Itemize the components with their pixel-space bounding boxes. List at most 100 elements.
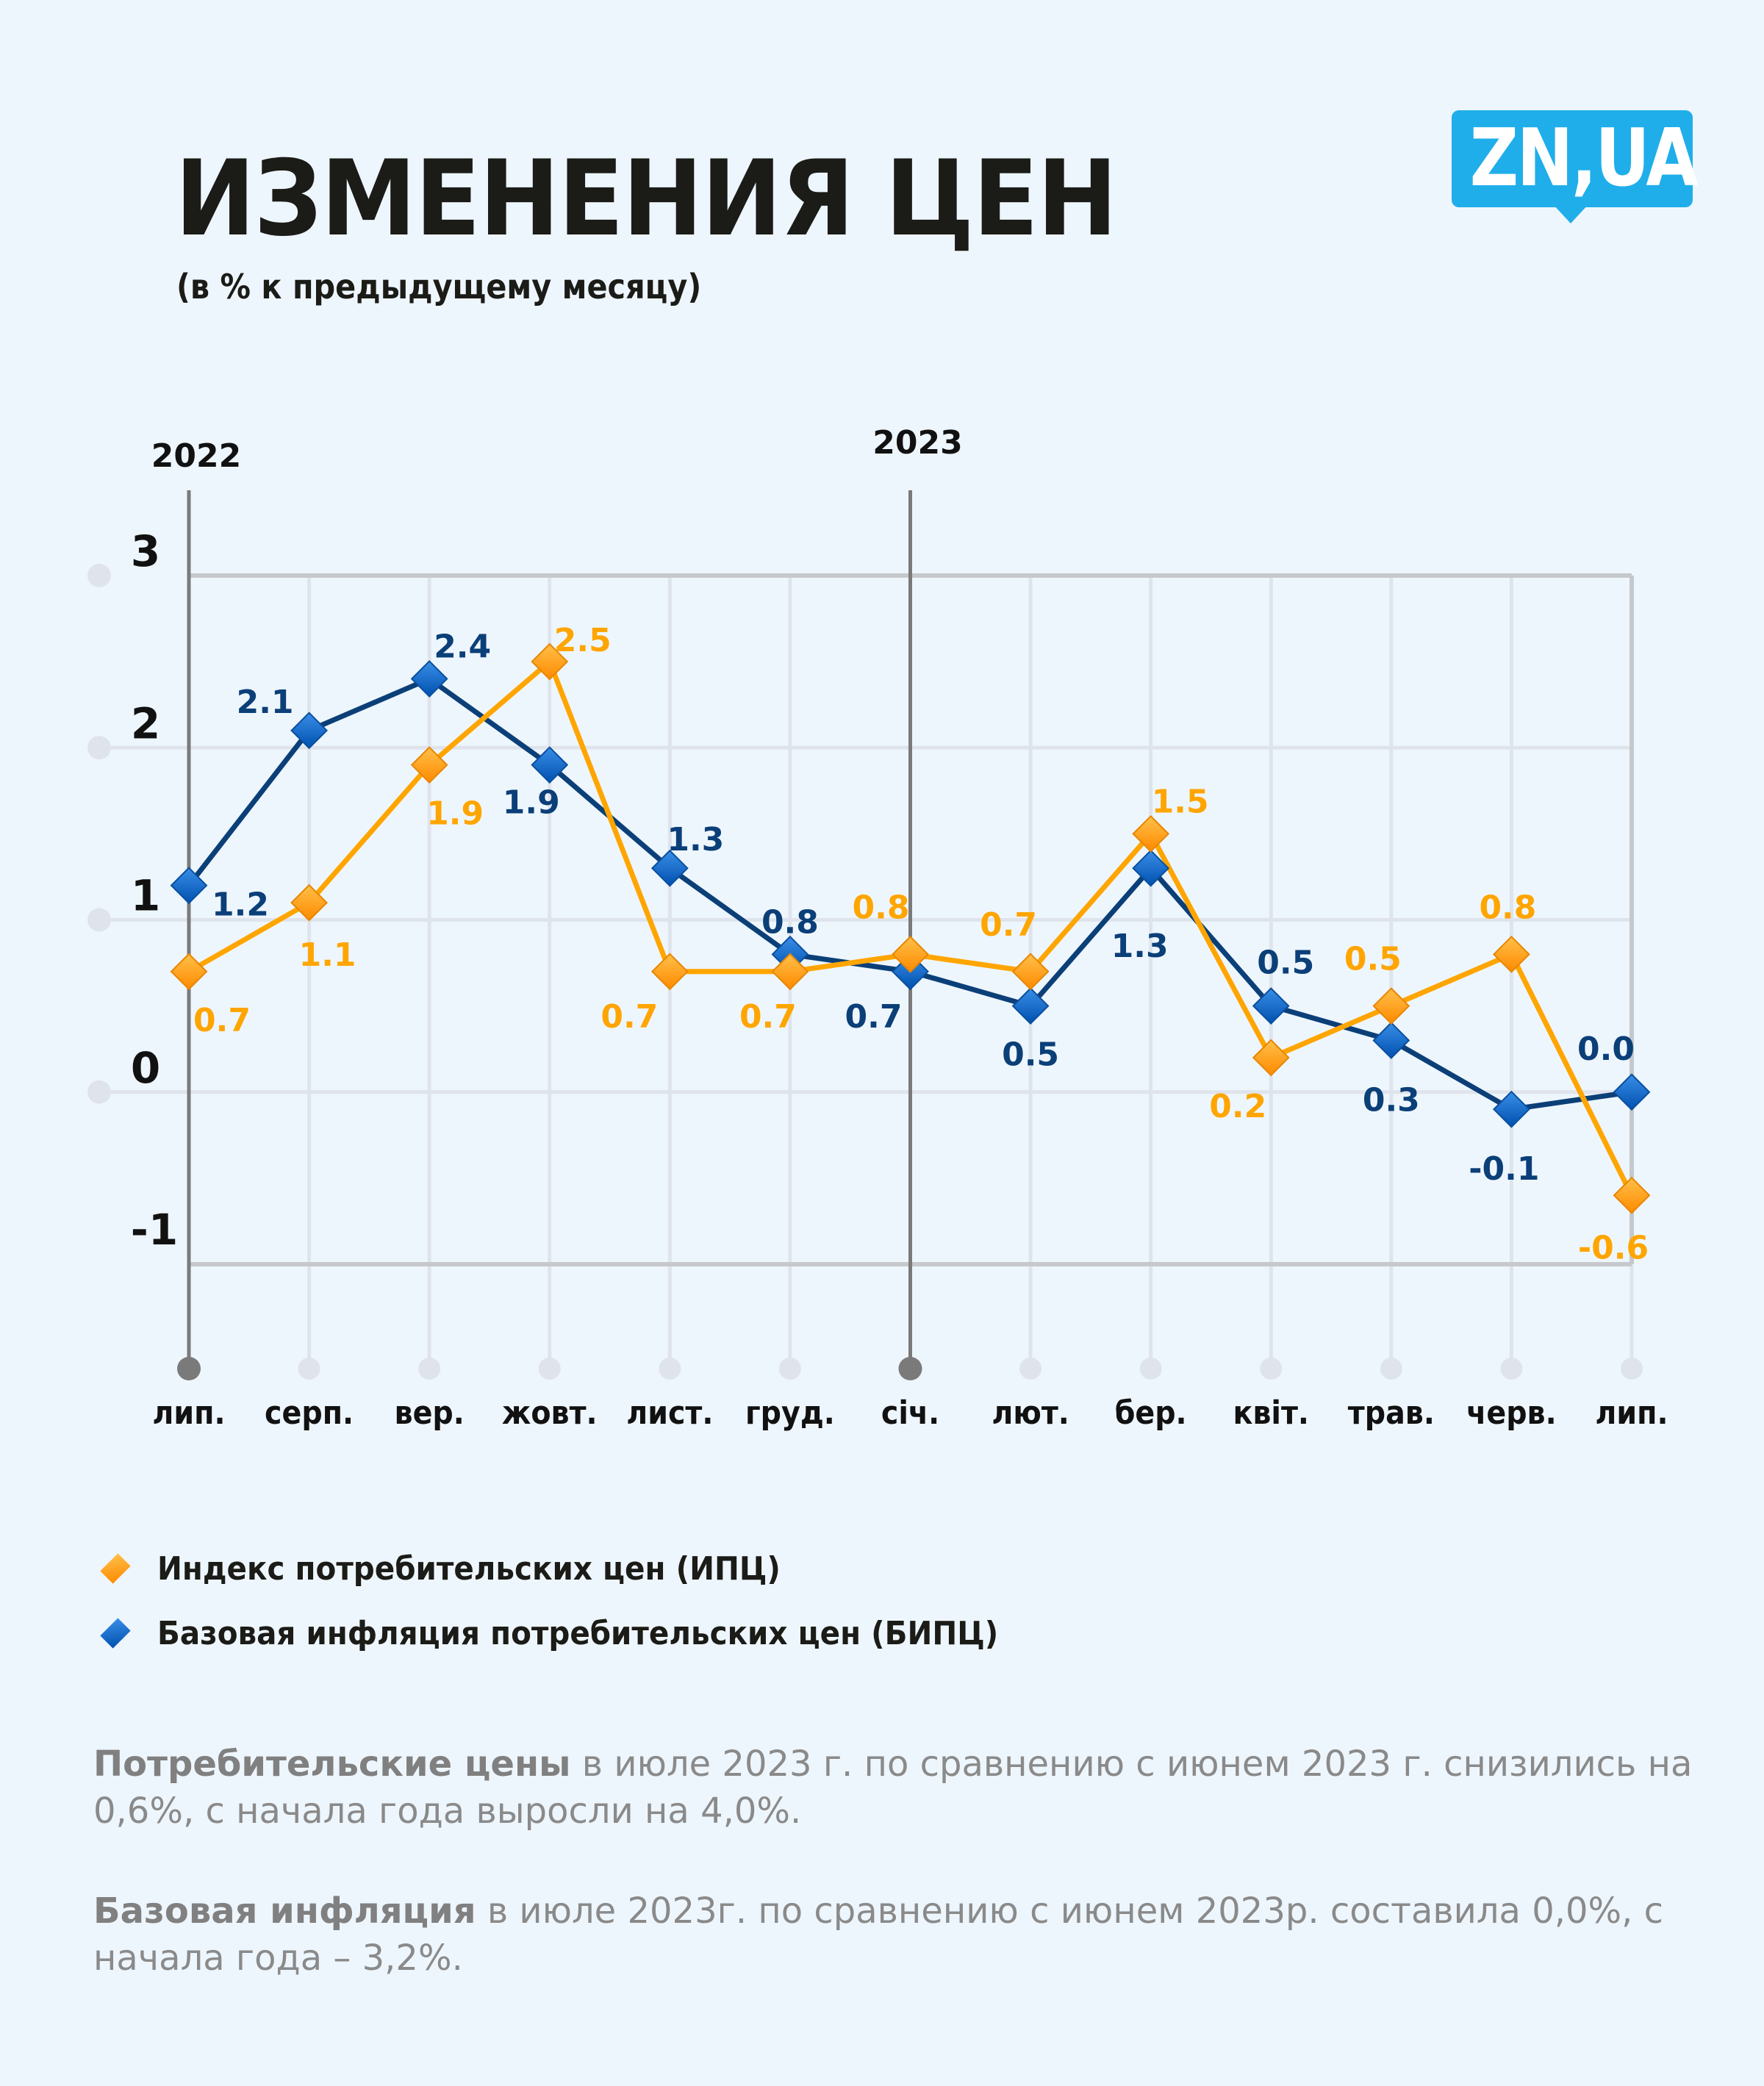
core-inflation-data-label: -0.1 <box>1469 1150 1539 1188</box>
cpi-data-label: 0.5 <box>1344 941 1402 978</box>
cpi-data-label: 1.9 <box>426 795 484 833</box>
page-subtitle: (в % к предыдущему месяцу) <box>176 267 702 307</box>
core-inflation-data-point <box>1252 987 1290 1025</box>
x-tick-dot <box>1260 1358 1283 1380</box>
legend-item-core-inflation: Базовая инфляция потребительских цен (БИ… <box>100 1601 1072 1666</box>
core-inflation-data-point <box>1132 849 1170 887</box>
year-marker-dot <box>898 1357 922 1380</box>
cpi-data-label: 0.2 <box>1209 1088 1266 1125</box>
x-tick-dot <box>1621 1358 1643 1380</box>
core-inflation-data-point <box>1011 987 1050 1025</box>
cpi-data-point <box>892 935 929 973</box>
core-inflation-data-label: 2.4 <box>434 628 491 666</box>
cpi-data-label: 2.5 <box>554 622 612 659</box>
y-tick-label: -1 <box>131 1205 178 1255</box>
core-inflation-data-point <box>410 660 448 698</box>
core-inflation-data-label: 0.0 <box>1577 1031 1635 1068</box>
x-tick-label: груд. <box>745 1394 835 1432</box>
x-tick-dot <box>659 1358 681 1380</box>
year-marker-label: 2022 <box>151 437 241 475</box>
cpi-data-point <box>1252 1039 1290 1077</box>
cpi-data-label: 0.7 <box>193 1002 251 1039</box>
cpi-data-point <box>170 953 208 991</box>
cpi-data-label: 0.7 <box>980 906 1037 944</box>
x-tick-label: бер. <box>1115 1394 1187 1432</box>
note-consumer-prices: Потребительские цены в июле 2023 г. по с… <box>93 1741 1710 1835</box>
core-inflation-data-label: 1.3 <box>667 821 724 859</box>
year-marker-dot <box>177 1357 201 1380</box>
cpi-data-point <box>290 883 328 922</box>
y-tick-dot <box>87 1080 111 1104</box>
x-tick-label: вер. <box>395 1394 465 1432</box>
core-inflation-data-label: 1.2 <box>212 886 269 924</box>
cpi-data-point <box>650 953 689 991</box>
blue-diamond-icon <box>100 1618 131 1649</box>
x-tick-label: лист. <box>626 1394 713 1432</box>
x-tick-label: січ. <box>881 1394 939 1432</box>
note-core-inflation: Базовая инфляция в июле 2023г. по сравне… <box>93 1888 1710 1982</box>
cpi-data-point <box>771 953 809 991</box>
legend-label: Индекс потребительских цен (ИПЦ) <box>157 1549 781 1588</box>
core-inflation-data-point <box>1372 1022 1410 1059</box>
logo-speech-tail <box>1553 204 1588 223</box>
cpi-data-point <box>1613 1176 1651 1214</box>
core-inflation-data-label: 0.7 <box>845 998 903 1036</box>
y-tick-dot <box>87 908 111 932</box>
zn-ua-logo[interactable]: ZN,UA <box>1452 110 1699 223</box>
note-bold: Потребительские цены <box>93 1743 571 1785</box>
logo-speech-bubble <box>1452 110 1693 207</box>
core-inflation-data-point <box>531 746 569 784</box>
core-inflation-data-label: 2.1 <box>237 684 294 721</box>
cpi-data-point <box>1372 987 1410 1025</box>
legend-label: Базовая инфляция потребительских цен (БИ… <box>157 1614 999 1652</box>
note-text: в июле 2023 г. по сравнению с июнем 2023… <box>93 1743 1693 1832</box>
core-inflation-data-point <box>650 849 689 887</box>
core-inflation-data-point <box>290 712 328 750</box>
core-inflation-data-point <box>1613 1073 1651 1111</box>
cpi-data-label: 0.7 <box>739 998 797 1036</box>
cpi-data-label: -0.6 <box>1578 1229 1649 1266</box>
core-inflation-data-label: 0.3 <box>1363 1081 1420 1119</box>
x-tick-dot <box>1380 1358 1402 1380</box>
cpi-data-point <box>1493 935 1530 973</box>
x-tick-label: лют. <box>992 1394 1069 1432</box>
cpi-data-point <box>531 642 569 681</box>
cpi-data-label: 0.8 <box>853 889 910 926</box>
year-marker-label: 2023 <box>872 424 962 462</box>
cpi-data-point <box>1132 814 1170 853</box>
x-tick-dot <box>538 1358 561 1380</box>
line-chart: лип. серп. вер. жовт. лист. груд. січ. лют. бер.… <box>87 424 1668 1432</box>
x-tick-label: черв. <box>1466 1394 1556 1432</box>
core-inflation-data-point <box>170 867 208 905</box>
note-text: в июле 2023г. по сравнению с июнем 2023р… <box>93 1890 1664 1979</box>
cpi-data-point <box>1011 953 1050 991</box>
legend-item-cpi: Индекс потребительских цен (ИПЦ) <box>100 1536 1072 1601</box>
page-title: ИЗМЕНЕНИЯ ЦЕН <box>175 138 1117 259</box>
x-tick-label: квіт. <box>1233 1394 1309 1432</box>
note-bold: Базовая инфляция <box>93 1890 476 1932</box>
core-inflation-data-label: 0.8 <box>761 903 819 941</box>
y-tick-dot <box>87 736 111 760</box>
core-inflation-data-label: 1.9 <box>503 784 560 822</box>
x-tick-label: жовт. <box>502 1394 598 1432</box>
x-tick-label: лип. <box>152 1394 225 1432</box>
core-inflation-data-label: 0.5 <box>1257 945 1314 982</box>
x-tick-dot <box>778 1358 801 1380</box>
orange-diamond-icon <box>100 1553 131 1584</box>
y-tick-label: 1 <box>131 871 160 921</box>
x-tick-dot <box>1019 1358 1042 1380</box>
x-tick-dot <box>298 1358 320 1380</box>
cpi-data-label: 1.5 <box>1152 783 1209 820</box>
y-tick-label: 0 <box>131 1043 160 1093</box>
y-tick-label: 2 <box>131 698 160 748</box>
logo-text: ZN,UA <box>1469 112 1699 204</box>
x-tick-label: трав. <box>1348 1394 1435 1432</box>
cpi-data-label: 0.7 <box>600 998 658 1036</box>
x-tick-label: лип. <box>1595 1394 1668 1432</box>
core-inflation-data-label: 0.5 <box>1002 1036 1059 1074</box>
cpi-data-point <box>410 746 448 784</box>
chart-legend: Индекс потребительских цен (ИПЦ) Базовая… <box>100 1536 1072 1666</box>
y-tick-label: 3 <box>131 526 160 576</box>
x-tick-dot <box>1139 1358 1162 1380</box>
core-inflation-data-label: 1.3 <box>1111 928 1169 965</box>
